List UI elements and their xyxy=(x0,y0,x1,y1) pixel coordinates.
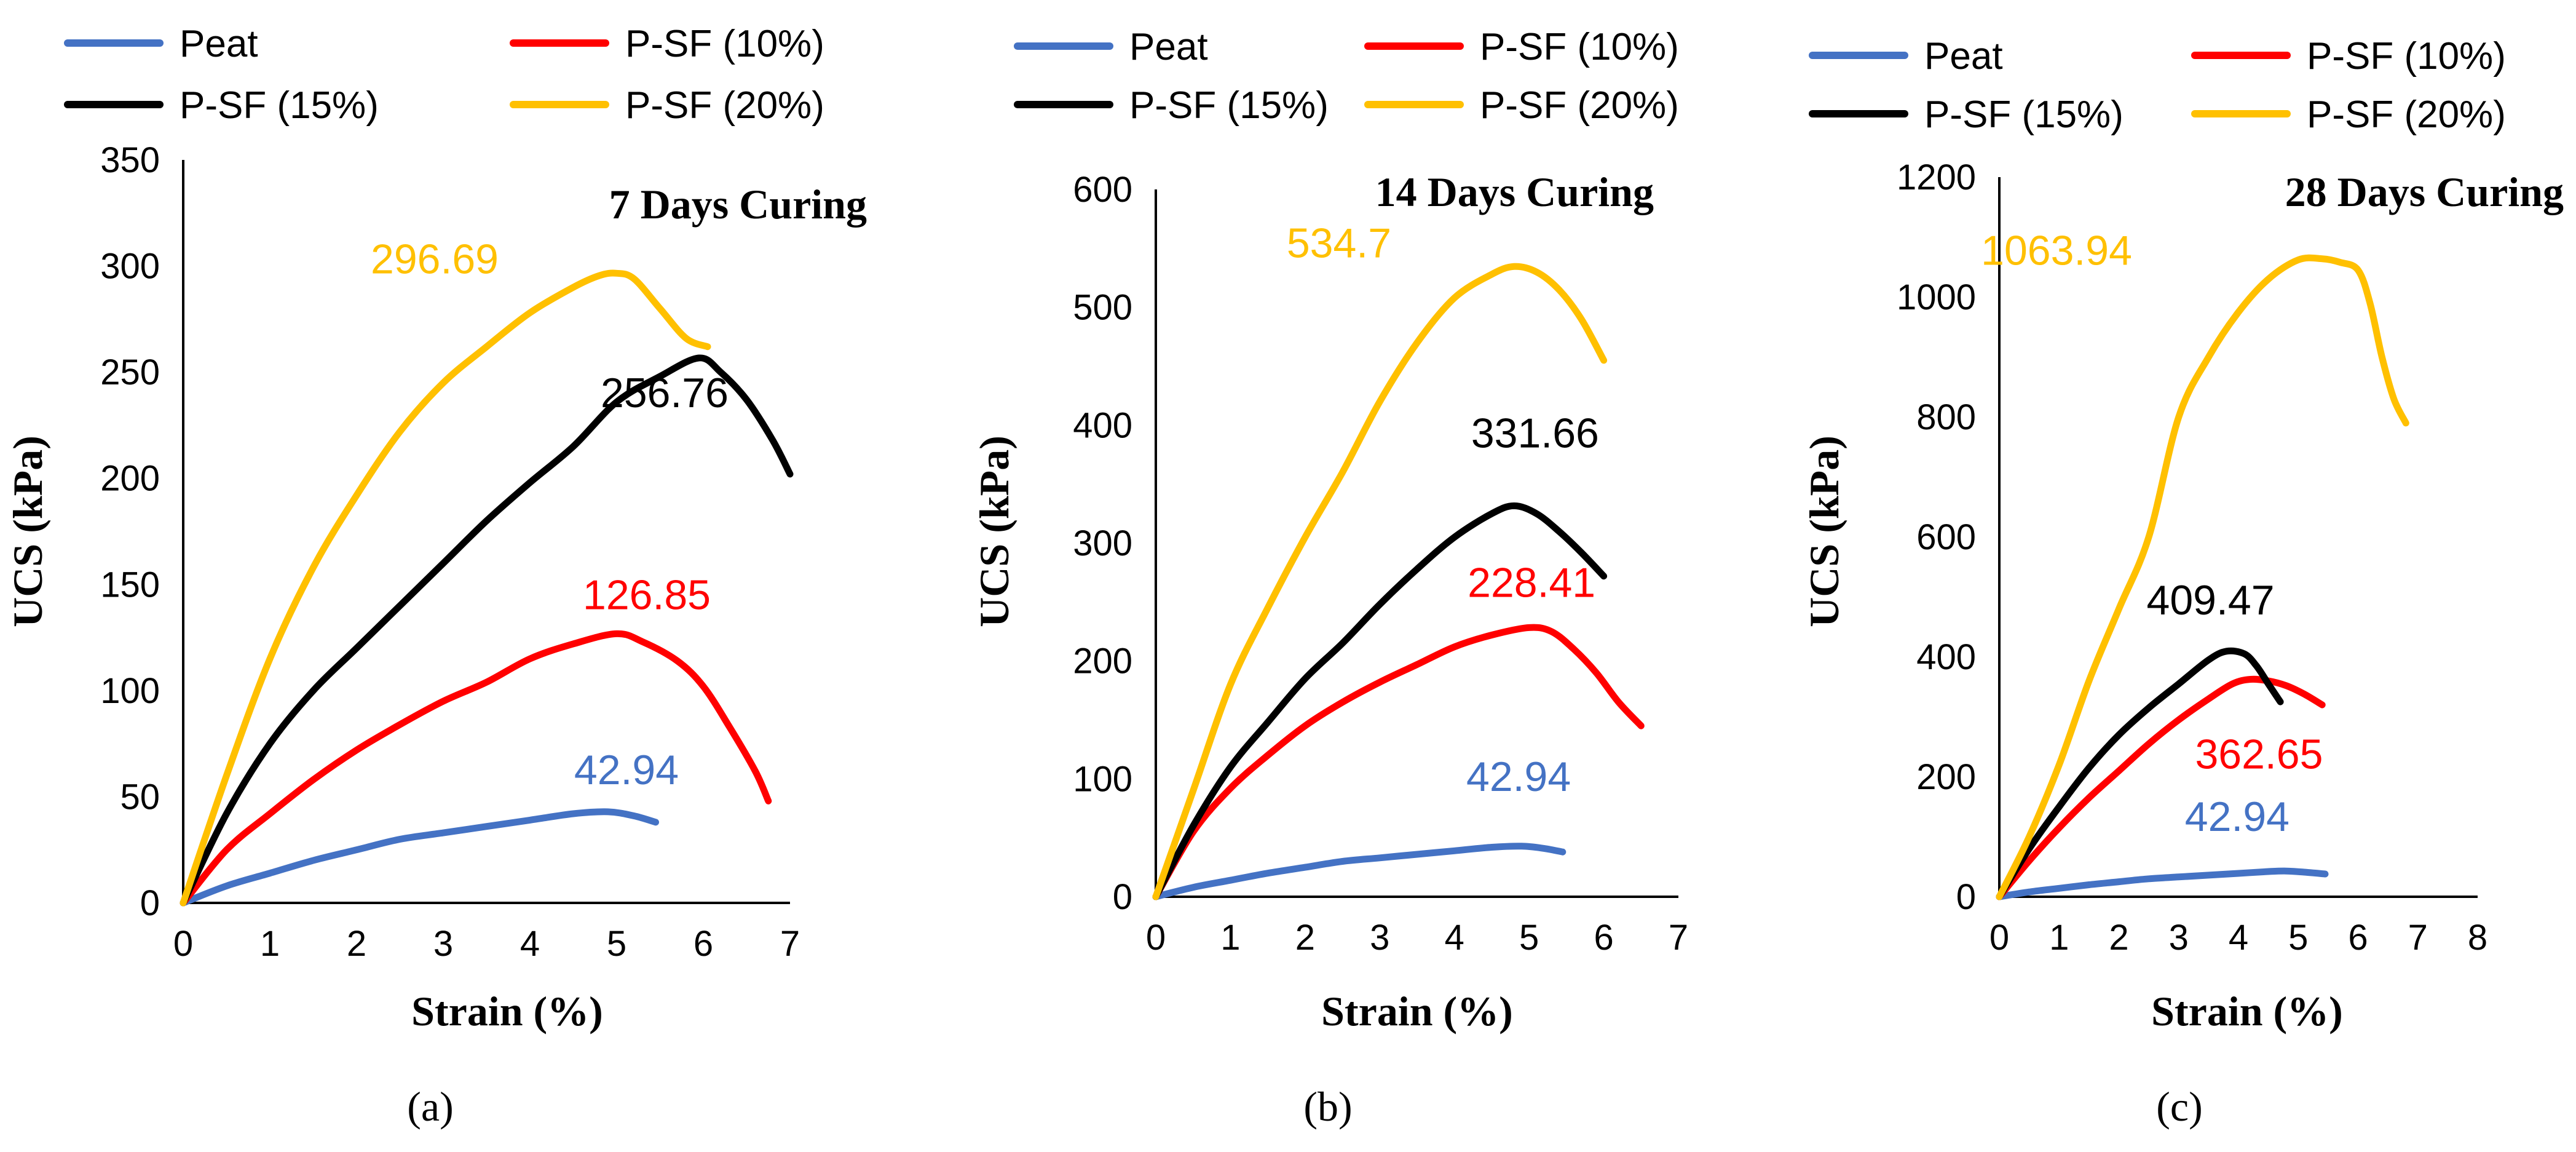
series-line-p-sf-20 xyxy=(180,269,711,907)
y-tick-label: 500 xyxy=(1073,288,1132,328)
legend-label-peat: Peat xyxy=(1924,35,2003,77)
x-tick-label: 5 xyxy=(2288,918,2308,958)
x-tick-label: 7 xyxy=(1669,918,1688,958)
legend-label-p-sf-15: P-SF (15%) xyxy=(1924,93,2124,136)
x-tick-label: 6 xyxy=(1594,918,1613,958)
y-tick-label: 0 xyxy=(1956,877,1976,917)
y-tick-label: 1000 xyxy=(1897,277,1976,317)
y-tick-label: 600 xyxy=(1916,517,1976,557)
legend-label-p-sf-20: P-SF (20%) xyxy=(1480,84,1679,127)
data-label-peat: 42.94 xyxy=(574,747,679,793)
panel-label: (a) xyxy=(407,1083,453,1130)
x-tick-label: 0 xyxy=(1989,918,2009,958)
legend-label-p-sf-10: P-SF (10%) xyxy=(625,23,824,65)
series-line-p-sf-10 xyxy=(1996,675,2326,900)
chart-panel-1: Peat P-SF (10%)P-SF (15%) P-SF (20%)050100… xyxy=(4,23,867,1130)
y-tick-label: 350 xyxy=(100,140,160,180)
y-tick-label: 600 xyxy=(1073,170,1132,210)
series-line-p-sf-10 xyxy=(1152,624,1645,900)
x-tick-label: 2 xyxy=(2109,918,2128,958)
y-tick-label: 300 xyxy=(1073,523,1132,563)
x-tick-label: 5 xyxy=(607,924,626,964)
y-axis-label: UCS (kPa) xyxy=(971,435,1017,627)
x-tick-label: 1 xyxy=(2049,918,2069,958)
data-label-p-sf-10: 228.41 xyxy=(1468,559,1595,606)
data-label-p-sf-20: 296.69 xyxy=(371,236,499,282)
legend-label-p-sf-15: P-SF (15%) xyxy=(180,84,379,127)
y-tick-label: 200 xyxy=(1073,642,1132,681)
x-tick-label: 8 xyxy=(2468,918,2487,958)
series-line-peat xyxy=(1152,843,1567,900)
x-tick-label: 4 xyxy=(1445,918,1464,958)
data-label-peat: 42.94 xyxy=(1466,753,1571,800)
y-tick-label: 1200 xyxy=(1897,157,1976,197)
data-label-p-sf-10: 126.85 xyxy=(583,571,711,618)
data-label-peat: 42.94 xyxy=(2185,793,2290,840)
chart-title: 7 Days Curing xyxy=(609,181,867,228)
x-tick-label: 5 xyxy=(1519,918,1539,958)
legend-label-p-sf-20: P-SF (20%) xyxy=(625,84,824,127)
series-line-p-sf-20 xyxy=(1996,254,2409,900)
x-tick-label: 3 xyxy=(1370,918,1389,958)
x-tick-label: 1 xyxy=(260,924,280,964)
legend-label-p-sf-10: P-SF (10%) xyxy=(1480,26,1679,68)
data-label-p-sf-15: 256.76 xyxy=(601,370,729,416)
y-axis-label: UCS (kPa) xyxy=(1801,435,1847,627)
panel-label: (c) xyxy=(2156,1083,2202,1130)
series-line-p-sf-20 xyxy=(1152,263,1608,900)
x-tick-label: 7 xyxy=(2408,918,2428,958)
data-label-p-sf-20: 1063.94 xyxy=(1981,228,2132,274)
data-label-p-sf-10: 362.65 xyxy=(2195,731,2323,777)
legend-label-peat: Peat xyxy=(1129,26,1208,68)
x-tick-label: 0 xyxy=(1146,918,1166,958)
x-axis-label: Strain (%) xyxy=(1321,988,1513,1035)
legend-label-peat: Peat xyxy=(180,23,258,65)
series-line-p-sf-15 xyxy=(1152,502,1608,900)
series-line-p-sf-15 xyxy=(1996,647,2284,900)
y-tick-label: 200 xyxy=(100,459,160,499)
x-tick-label: 0 xyxy=(173,924,193,964)
y-tick-label: 400 xyxy=(1073,405,1132,445)
x-tick-label: 4 xyxy=(2229,918,2248,958)
y-tick-label: 100 xyxy=(100,671,160,711)
chart-panel-3: Peat P-SF (10%)P-SF (15%) P-SF (20%)020040… xyxy=(1801,35,2564,1130)
y-tick-label: 800 xyxy=(1916,397,1976,437)
y-tick-label: 250 xyxy=(100,352,160,392)
x-tick-label: 3 xyxy=(2169,918,2189,958)
y-tick-label: 200 xyxy=(1916,757,1976,797)
legend-label-p-sf-15: P-SF (15%) xyxy=(1129,84,1329,127)
y-tick-label: 300 xyxy=(100,247,160,287)
x-tick-label: 2 xyxy=(347,924,366,964)
chart-title: 14 Days Curing xyxy=(1375,169,1654,215)
x-tick-label: 2 xyxy=(1295,918,1315,958)
x-axis-label: Strain (%) xyxy=(2151,988,2343,1035)
y-tick-label: 150 xyxy=(100,565,160,605)
y-tick-label: 0 xyxy=(140,883,160,923)
y-tick-label: 0 xyxy=(1113,877,1132,917)
y-axis-label: UCS (kPa) xyxy=(4,435,51,627)
series-line-peat xyxy=(1996,867,2329,900)
x-axis-label: Strain (%) xyxy=(411,988,603,1035)
chart-panel-2: Peat P-SF (10%)P-SF (15%) P-SF (20%)010020… xyxy=(971,26,1688,1130)
x-tick-label: 3 xyxy=(433,924,453,964)
series-line-peat xyxy=(180,808,659,907)
data-label-p-sf-15: 409.47 xyxy=(2147,577,2275,624)
y-tick-label: 100 xyxy=(1073,759,1132,799)
y-tick-label: 50 xyxy=(120,777,160,817)
x-tick-label: 7 xyxy=(780,924,800,964)
x-tick-label: 6 xyxy=(2348,918,2368,958)
x-tick-label: 1 xyxy=(1220,918,1240,958)
x-tick-label: 4 xyxy=(520,924,540,964)
data-label-p-sf-15: 331.66 xyxy=(1471,410,1599,456)
legend-label-p-sf-20: P-SF (20%) xyxy=(2307,93,2506,136)
series-line-p-sf-15 xyxy=(180,354,794,907)
y-tick-label: 400 xyxy=(1916,637,1976,677)
legend-label-p-sf-10: P-SF (10%) xyxy=(2307,35,2506,77)
series-line-p-sf-10 xyxy=(180,630,772,907)
data-label-p-sf-20: 534.7 xyxy=(1287,220,1391,266)
chart-title: 28 Days Curing xyxy=(2285,169,2564,215)
x-tick-label: 6 xyxy=(693,924,713,964)
panel-label: (b) xyxy=(1303,1083,1352,1130)
